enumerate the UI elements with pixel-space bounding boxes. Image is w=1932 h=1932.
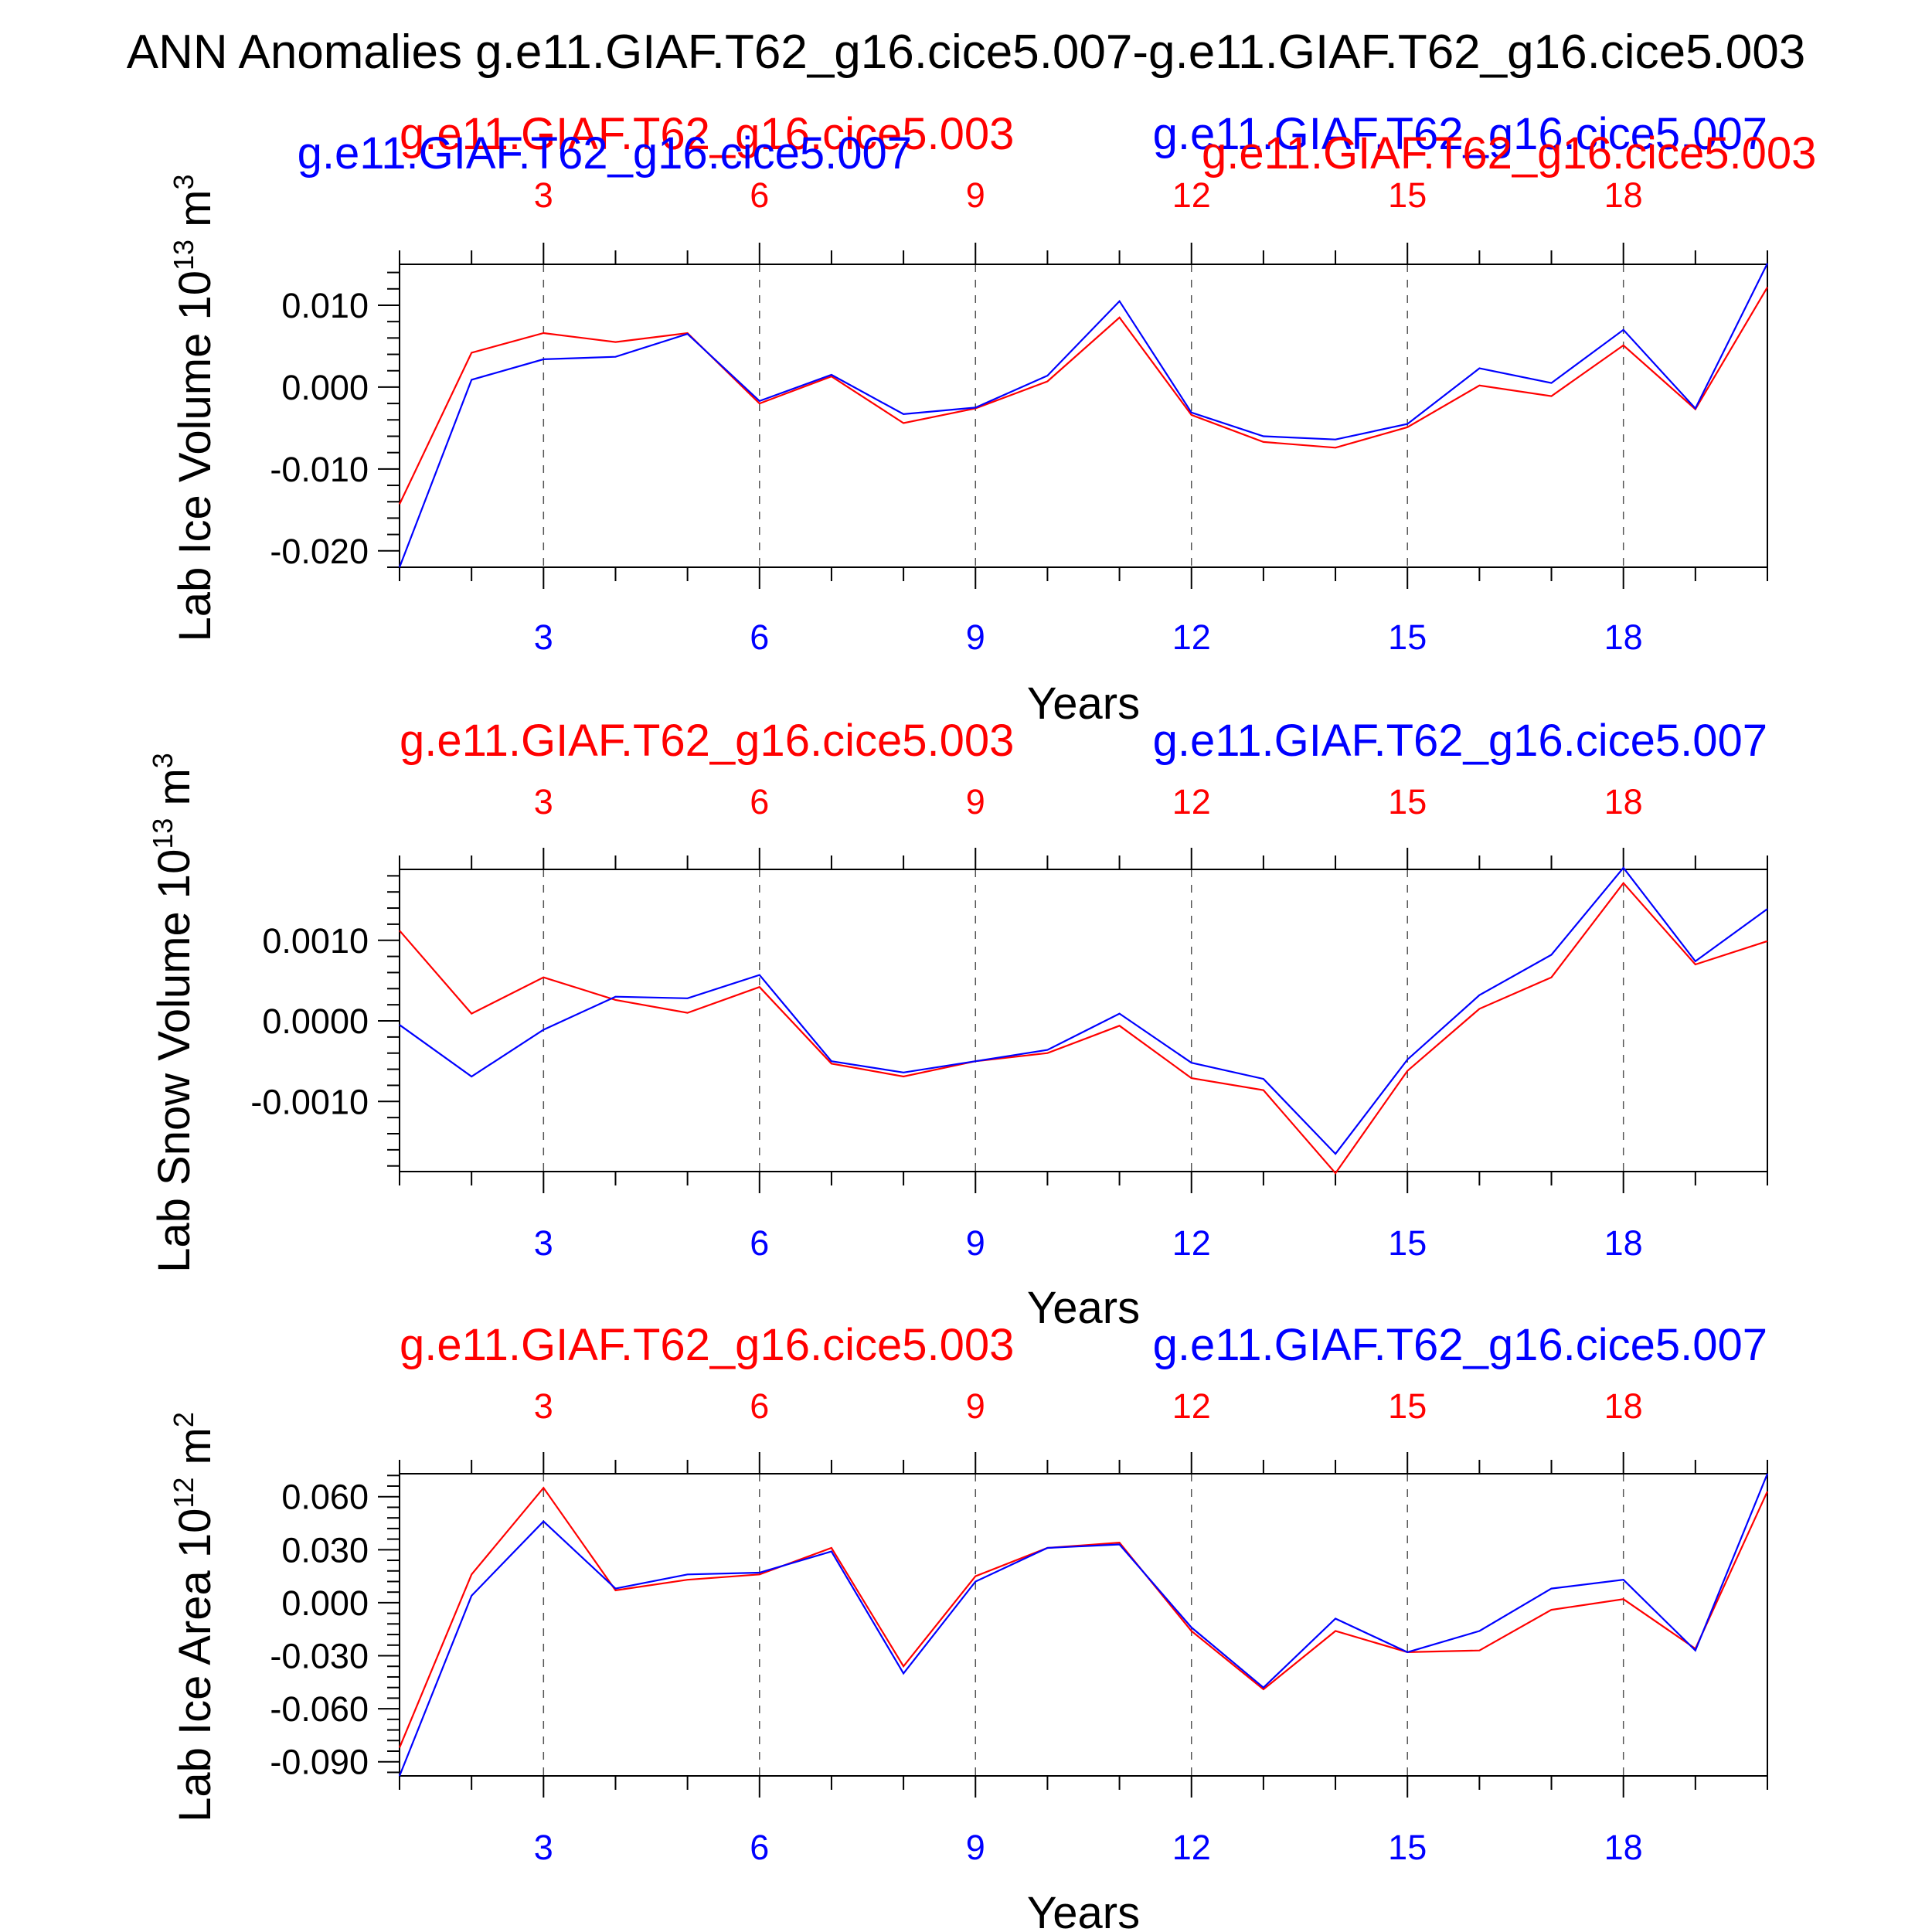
x-tick-label-bottom: 18 (1604, 1223, 1643, 1263)
y-axis-label: Lab Snow Volume 1013 m3 (147, 753, 199, 1273)
plot-frame (399, 869, 1768, 1172)
y-label-exponent: 13 (147, 818, 179, 849)
y-label-unit: m (170, 1427, 220, 1477)
y-label-unit: m (170, 190, 220, 240)
y-tick-label: -0.010 (270, 450, 369, 489)
x-tick-label-top: 12 (1172, 1386, 1211, 1426)
y-tick-label: -0.0010 (250, 1082, 369, 1121)
series-label: g.e11.GIAF.T62_g16.cice5.003 (1202, 128, 1816, 179)
y-label-exponent: 13 (168, 240, 199, 270)
panel-2: -0.0010 0.0000 0.0010 3 3 6 6 9 9 12 12 15 15 18 18 g.e… (147, 716, 1768, 1333)
y-label-text: Lab Ice Volume 10 (170, 270, 220, 641)
x-tick-label-bottom: 12 (1172, 1223, 1211, 1263)
series-line-cice5-007 (399, 866, 1768, 1155)
y-tick-label: 0.000 (281, 368, 369, 407)
x-tick-label-top: 9 (966, 782, 985, 821)
panel-3: -0.090 -0.060 -0.030 0.000 0.030 0.060 3 3 6 6 9 9 1… (168, 1320, 1769, 1932)
x-tick-label-bottom: 15 (1388, 1223, 1427, 1263)
x-tick-label-bottom: 9 (966, 617, 985, 657)
x-tick-label-bottom: 12 (1172, 1828, 1211, 1867)
y-label-text: Lab Ice Area 10 (170, 1509, 220, 1822)
series-label: g.e11.GIAF.T62_g16.cice5.003 (400, 716, 1014, 766)
y-axis-label: Lab Ice Volume 1013 m3 (168, 175, 220, 642)
plot-frame (399, 1473, 1768, 1777)
x-tick-label-bottom: 18 (1604, 1828, 1643, 1867)
x-tick-label-top: 18 (1604, 782, 1643, 821)
x-tick-label-bottom: 9 (966, 1223, 985, 1263)
series-line-cice5-003 (398, 1486, 1769, 1748)
x-tick-label-top: 9 (966, 1386, 985, 1426)
y-tick-label: 0.010 (281, 286, 369, 325)
figure-title: ANN Anomalies g.e11.GIAF.T62_g16.cice5.0… (127, 26, 1805, 79)
x-tick-label-bottom: 6 (750, 1828, 769, 1867)
series-label: g.e11.GIAF.T62_g16.cice5.007 (1153, 716, 1767, 766)
series-line-cice5-003 (399, 881, 1768, 1175)
y-tick-label: 0.0010 (262, 921, 369, 961)
y-label-unit-exponent: 3 (147, 753, 179, 768)
x-tick-label-top: 6 (750, 782, 769, 821)
series-line-cice5-007 (398, 263, 1768, 568)
x-tick-label-bottom: 3 (534, 1223, 553, 1263)
x-tick-label-bottom: 3 (534, 1828, 553, 1867)
x-tick-label-top: 12 (1172, 175, 1211, 215)
y-tick-label: 0.000 (281, 1583, 369, 1623)
y-tick-label: 0.030 (281, 1530, 369, 1570)
y-label-text: Lab Snow Volume 10 (149, 849, 199, 1273)
x-tick-label-bottom: 15 (1388, 1828, 1427, 1867)
y-tick-label: -0.030 (270, 1637, 369, 1676)
series-label: g.e11.GIAF.T62_g16.cice5.007 (1153, 109, 1767, 159)
y-tick-label: 0.060 (281, 1478, 369, 1517)
series-label: g.e11.GIAF.T62_g16.cice5.003 (400, 1320, 1014, 1370)
x-tick-label-bottom: 9 (966, 1828, 985, 1867)
x-tick-label-top: 12 (1172, 782, 1211, 821)
x-tick-label-top: 3 (534, 1386, 553, 1426)
y-tick-label: -0.020 (270, 532, 369, 571)
x-tick-label-top: 6 (750, 175, 769, 215)
x-tick-label-top: 18 (1604, 1386, 1643, 1426)
x-tick-label-bottom: 6 (750, 617, 769, 657)
series-label: g.e11.GIAF.T62_g16.cice5.007 (1153, 1320, 1767, 1370)
series-line-cice5-003 (399, 287, 1768, 505)
y-label-unit: m (149, 768, 199, 818)
y-label-unit-exponent: 3 (168, 175, 199, 190)
y-tick-label: 0.0000 (262, 1002, 369, 1041)
x-tick-label-top: 6 (750, 1386, 769, 1426)
x-tick-label-bottom: 6 (750, 1223, 769, 1263)
y-label-unit-exponent: 2 (168, 1412, 199, 1427)
x-tick-label-bottom: 3 (534, 617, 553, 657)
x-axis-label: Years (1027, 679, 1140, 729)
y-tick-label: -0.060 (270, 1689, 369, 1729)
series-label: g.e11.GIAF.T62_g16.cice5.007 (298, 128, 912, 179)
x-axis-label: Years (1027, 1888, 1140, 1932)
x-tick-label-top: 3 (534, 782, 553, 821)
y-tick-label: -0.090 (270, 1743, 369, 1782)
x-tick-label-bottom: 18 (1604, 617, 1643, 657)
x-tick-label-top: 15 (1388, 1386, 1427, 1426)
x-tick-label-top: 9 (966, 175, 985, 215)
x-tick-label-top: 15 (1388, 175, 1427, 215)
x-tick-label-top: 3 (534, 175, 553, 215)
y-axis-label: Lab Ice Area 1012 m2 (168, 1412, 220, 1822)
y-label-exponent: 12 (168, 1478, 199, 1509)
plot-frame (399, 264, 1768, 568)
x-tick-label-bottom: 15 (1388, 617, 1427, 657)
x-tick-label-bottom: 12 (1172, 617, 1211, 657)
panel-1: -0.020 -0.010 0.000 0.010 3 3 6 6 9 9 12 12 15 15 18 18… (168, 109, 1816, 729)
x-tick-label-top: 18 (1604, 175, 1643, 215)
x-tick-label-top: 15 (1388, 782, 1427, 821)
series-line-cice5-007 (398, 1473, 1769, 1777)
x-axis-label: Years (1027, 1283, 1140, 1333)
series-label: g.e11.GIAF.T62_g16.cice5.003 (400, 109, 1014, 159)
